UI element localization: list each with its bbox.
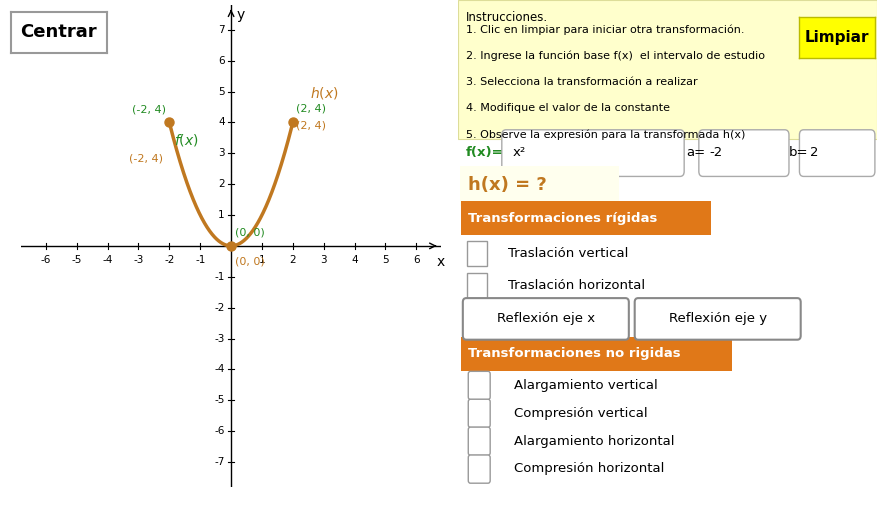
FancyBboxPatch shape — [468, 371, 490, 400]
Text: -3: -3 — [133, 255, 144, 265]
Text: y: y — [237, 8, 245, 22]
FancyBboxPatch shape — [635, 298, 801, 340]
Text: 3: 3 — [218, 148, 225, 158]
Text: 1: 1 — [259, 255, 265, 265]
Text: Compresión vertical: Compresión vertical — [515, 407, 648, 420]
Text: Transformaciones no rigidas: Transformaciones no rigidas — [468, 347, 681, 360]
Text: (2, 4): (2, 4) — [296, 121, 326, 131]
Text: 2. Ingrese la función base f(x)  el intervalo de estudio: 2. Ingrese la función base f(x) el inter… — [467, 51, 765, 61]
Text: -2: -2 — [164, 255, 175, 265]
Text: 6: 6 — [218, 56, 225, 65]
Text: 3. Selecciona la transformación a realizar: 3. Selecciona la transformación a realiz… — [467, 77, 698, 87]
FancyBboxPatch shape — [502, 130, 684, 176]
Text: Reflexión eje y: Reflexión eje y — [668, 312, 766, 325]
Text: 4: 4 — [218, 118, 225, 127]
Text: -5: -5 — [215, 395, 225, 405]
Text: -4: -4 — [103, 255, 113, 265]
Text: 2: 2 — [810, 146, 818, 159]
Text: Compresión horizontal: Compresión horizontal — [515, 462, 665, 476]
Text: (2, 4): (2, 4) — [296, 103, 326, 113]
FancyBboxPatch shape — [460, 337, 731, 371]
Text: 1: 1 — [218, 210, 225, 220]
Text: 1. Clic en limpiar para iniciar otra transformación.: 1. Clic en limpiar para iniciar otra tra… — [467, 24, 745, 35]
Text: 4: 4 — [352, 255, 358, 265]
Text: a=: a= — [687, 146, 705, 159]
Text: -7: -7 — [215, 457, 225, 467]
Text: (0, 0): (0, 0) — [235, 257, 265, 267]
FancyBboxPatch shape — [468, 455, 490, 483]
Text: -2: -2 — [215, 303, 225, 313]
Text: $f(x)$: $f(x)$ — [174, 132, 199, 148]
Text: 5: 5 — [218, 87, 225, 96]
Text: -5: -5 — [72, 255, 82, 265]
Text: 5: 5 — [382, 255, 389, 265]
Text: Traslación horizontal: Traslación horizontal — [508, 279, 645, 292]
Text: 7: 7 — [218, 25, 225, 35]
FancyBboxPatch shape — [460, 201, 710, 235]
Text: -6: -6 — [40, 255, 51, 265]
Text: 5. Observe la expresión para la transformada h(x): 5. Observe la expresión para la transfor… — [467, 130, 745, 140]
FancyBboxPatch shape — [458, 0, 877, 139]
Text: -3: -3 — [215, 334, 225, 344]
Text: -4: -4 — [215, 365, 225, 374]
Text: Traslación vertical: Traslación vertical — [508, 247, 629, 260]
Text: (-2, 4): (-2, 4) — [129, 153, 163, 163]
FancyBboxPatch shape — [460, 166, 619, 206]
Text: f(x)=: f(x)= — [467, 146, 503, 159]
FancyBboxPatch shape — [468, 427, 490, 455]
Text: 3: 3 — [320, 255, 327, 265]
Text: Alargamiento horizontal: Alargamiento horizontal — [515, 434, 675, 448]
Text: b=: b= — [789, 146, 809, 159]
Text: 6: 6 — [413, 255, 420, 265]
FancyBboxPatch shape — [463, 298, 629, 340]
Text: -6: -6 — [215, 426, 225, 436]
Text: (-2, 4): (-2, 4) — [132, 104, 167, 115]
Text: -1: -1 — [215, 272, 225, 282]
FancyBboxPatch shape — [699, 130, 789, 176]
Text: 2: 2 — [289, 255, 296, 265]
Text: Transformaciones rígidas: Transformaciones rígidas — [468, 211, 658, 225]
Text: Reflexión eje x: Reflexión eje x — [496, 312, 595, 325]
Text: (0, 0): (0, 0) — [235, 227, 265, 237]
Text: Limpiar: Limpiar — [805, 30, 869, 45]
FancyBboxPatch shape — [468, 399, 490, 427]
Text: 2: 2 — [218, 179, 225, 189]
FancyBboxPatch shape — [800, 130, 875, 176]
FancyBboxPatch shape — [467, 273, 487, 298]
Text: Instrucciones.: Instrucciones. — [467, 11, 548, 24]
Text: h(x) = ?: h(x) = ? — [468, 176, 547, 194]
Text: Centrar: Centrar — [20, 23, 97, 42]
Text: x: x — [436, 255, 445, 269]
Text: 4. Modifique el valor de la constante: 4. Modifique el valor de la constante — [467, 103, 670, 114]
Text: Alargamiento vertical: Alargamiento vertical — [515, 379, 658, 392]
Text: $h(x)$: $h(x)$ — [310, 85, 339, 101]
Text: x²: x² — [512, 146, 525, 159]
FancyBboxPatch shape — [467, 241, 487, 266]
Text: -2: -2 — [709, 146, 723, 159]
Text: -1: -1 — [195, 255, 205, 265]
